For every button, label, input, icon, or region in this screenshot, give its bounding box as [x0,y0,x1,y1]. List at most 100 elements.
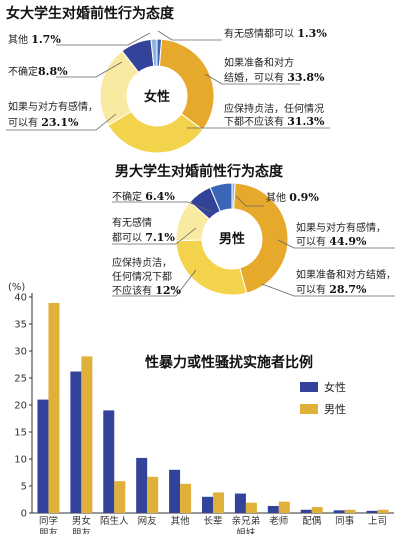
bar-category-label-0-1: 朋友 [39,527,59,534]
legend-swatch-male [300,404,318,414]
pie1-title: 女大学生对婚前性行为态度 [6,5,175,22]
pie1-leaders [6,30,330,131]
pie2-label-unsure: 不确定 6.4% [112,190,175,203]
bar-male-3 [147,476,159,513]
pie1-label-marry-text: 结婚，可以有 [224,71,287,84]
pie1-label-other-num: 1.7% [31,33,61,46]
bar-ytick-label-0: 0 [21,509,27,520]
pie2-label-any-num: 7.1% [145,231,175,244]
pie1-slice-2 [107,110,204,154]
legend-label-female: 女性 [324,380,346,394]
pie2-leader-feel [277,239,395,249]
pie1-donut [99,38,215,154]
bar-unit-label: (%) [8,282,25,293]
pie1-label-chaste-line1: 应保持贞洁，任何情况 [224,102,324,115]
bar-female-8 [300,509,312,513]
pie1-label-feel-num: 23.1% [41,116,79,129]
bar-marks [37,302,389,513]
pie2-label-any-line1: 有无感情 [112,216,152,229]
bar-male-0 [48,302,60,513]
bar-category-label-2-0: 陌生人 [100,515,129,527]
pie1-leader-feel [6,113,117,131]
pie2-title: 男大学生对婚前性行为态度 [115,163,284,180]
pie1-label-feel-line1: 如果与对方有感情， [8,100,98,113]
pie1-slice-1 [158,38,215,131]
pie2-label-unsure-num: 6.4% [145,190,175,203]
bar-male-8 [311,507,323,513]
bar-category-label-4-0: 其他 [171,515,191,527]
pie1-label-chaste-line2: 下都不应该有 31.3% [224,115,325,128]
bar-ytick-label-2: 10 [14,455,27,466]
bar-category-label-1-1: 朋友 [72,527,92,534]
pie2-slice-5 [209,182,233,213]
bar-male-7 [278,501,290,513]
pie1-label-feel-line2: 可以有 23.1% [8,116,79,129]
bar-female-3 [136,457,148,513]
bar-male-4 [180,483,192,513]
pie1-leader-unsure [56,61,123,78]
pie2-label-chaste-line2: 任何情况下都 [112,270,172,283]
pie2-label-feel-text: 可以有 [296,235,329,248]
bar-category-label-7-0: 老师 [269,515,288,527]
pie2-leader-unsure [112,201,213,213]
pie2-label-marry-num: 28.7% [329,283,367,296]
pie1-label-other: 其他 1.7% [8,33,61,46]
pie2-label-chaste-num: 12% [155,284,181,297]
bar-ytick-label-8: 40 [14,293,27,304]
pie2-label-chaste-line1: 应保持贞洁， [112,256,172,269]
bar-category-label-6-0: 亲兄弟 [232,515,261,527]
bar-category-label-1-0: 男女 [72,515,91,527]
bar-male-2 [114,481,126,513]
legend-swatch-female [300,382,318,392]
bar-ytick-label-4: 20 [14,401,27,412]
pie2-label-marry-text: 可以有 [296,283,329,296]
pie2-label-unsure-text: 不确定 [112,190,145,203]
bar-ytick-label-3: 15 [14,428,27,439]
pie2-donut [175,182,289,296]
bar-title: 性暴力或性骚扰实施者比例 [145,354,313,371]
pie2-label-chaste-line3: 不应该有 12% [112,284,181,297]
pie2-leader-any [112,227,197,245]
pie2-label-marry-line1: 如果准备和对方结婚， [296,268,396,281]
pie2-slice-2 [175,239,248,296]
pie2-leader-other [235,195,264,207]
pie1-leader-any [157,30,222,41]
pie1-label-chaste-text: 下都不应该有 [224,115,287,128]
bar-category-label-10-0: 上司 [368,516,387,527]
pie1-label-chaste-num: 31.3% [287,115,325,128]
pie1-center-label: 女性 [144,89,170,105]
pie1-label-marry-line1: 如果准备和对方 [224,56,294,69]
pie2-label-feel-line2: 可以有 44.9% [296,235,367,248]
pie1-label-unsure: 不确定8.8% [8,65,68,78]
bar-female-4 [169,469,181,513]
bar-male-9 [344,509,356,513]
bar-category-label-3-0: 网友 [138,515,158,527]
bar-ytick-label-5: 25 [14,374,27,385]
pie1-label-unsure-num: 8.8% [38,65,68,78]
bar-female-5 [202,496,213,513]
pie1-label-any: 有无感情都可以 1.3% [224,27,327,40]
pie2-leader-marry [261,283,395,297]
bar-ytick-label-7: 35 [14,320,27,331]
bar-female-10 [366,510,378,513]
pie2-label-other-text: 其他 [266,191,289,204]
pie1-slice-5 [150,38,158,67]
bar-female-0 [37,399,49,513]
pie2-slice-1 [233,182,289,294]
bar-male-10 [377,509,389,513]
pie2-label-any-line2: 都可以 7.1% [112,231,175,244]
bar-female-7 [267,505,279,513]
bar-ytick-label-1: 5 [21,482,27,493]
pie1-leader-marry [204,73,300,85]
pie2-label-marry-line2: 可以有 28.7% [296,283,367,296]
pie1-label-unsure-text: 不确定 [8,65,38,78]
pie2-label-any-text: 都可以 [112,232,145,244]
bar-male-6 [245,502,257,513]
bar-female-6 [234,493,246,513]
pie2-leaders [112,195,395,297]
pie2-label-other: 其他 0.9% [266,191,319,204]
bar-male-5 [213,492,224,513]
bar-category-label-0-0: 同学 [39,515,58,527]
